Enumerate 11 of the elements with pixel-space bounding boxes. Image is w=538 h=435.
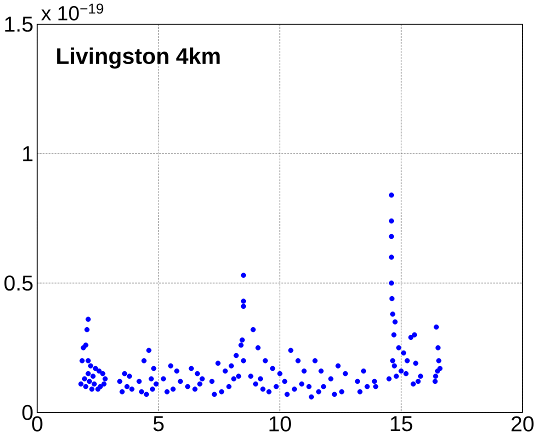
x-tick-label: 15 (390, 416, 412, 432)
x-tick-label: 20 (512, 416, 534, 432)
x-tick-label: 10 (270, 416, 291, 432)
y-tick-label: 1 (23, 146, 32, 162)
y-tick-label: 0 (22, 404, 33, 420)
y-tick-label: 1.5 (5, 16, 33, 32)
x-tick-label: 5 (153, 416, 164, 432)
annotation: Livingston 4km (57, 47, 220, 69)
x-tick-label: 0 (32, 416, 42, 432)
text: x 10$^{−19}$ (41, 4, 104, 20)
y-tick-label: 0.5 (4, 275, 33, 291)
